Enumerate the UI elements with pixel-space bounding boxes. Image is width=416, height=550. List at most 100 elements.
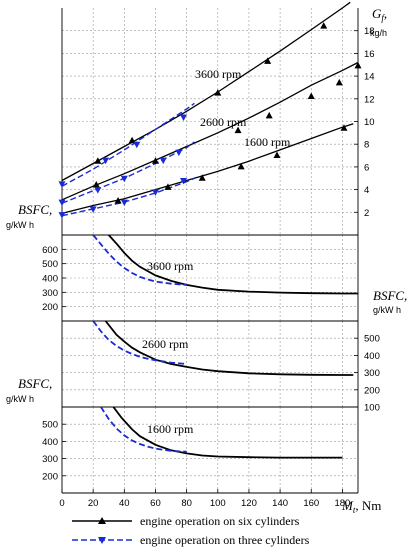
gf-marker-six: [151, 157, 159, 164]
legend-three-marker: [98, 537, 106, 544]
x-tick-label: 100: [210, 498, 226, 509]
gf-curve-3600-rpm-three: [61, 102, 195, 187]
bsfc-unit-3600: g/kW h: [6, 220, 34, 230]
gf-marker-six: [354, 61, 362, 69]
bsfc_3600-y-tick-label: 600: [42, 245, 58, 256]
bsfc_1600-y-tick-label: 300: [42, 454, 58, 465]
gf-marker-three: [133, 141, 141, 149]
gf-marker-six: [128, 136, 136, 144]
bsfc-unit-1600: g/kW h: [6, 394, 34, 404]
x-tick-label: 20: [88, 498, 99, 509]
gf-marker-three: [151, 189, 159, 196]
x-tick-label: 120: [241, 498, 257, 509]
gf-annotation: 2600 rpm: [200, 115, 247, 129]
bsfc_2600-y-tick-label: 500: [364, 334, 380, 345]
gf-marker-six: [94, 157, 102, 164]
gf-marker-three: [175, 149, 183, 157]
bsfc_3600-y-tick-label: 300: [42, 288, 58, 299]
gf-y-tick-label: 8: [364, 140, 369, 151]
bsfc-label-2600: BSFC,: [373, 288, 407, 303]
gf-marker-three: [58, 199, 66, 207]
gf-marker-three: [180, 114, 188, 121]
bsfc-label-3600: BSFC,: [18, 202, 52, 217]
bsfc_2600-curve-six: [104, 321, 354, 376]
bsfc_3600-y-tick-label: 400: [42, 274, 58, 285]
x-tick-label: 80: [181, 498, 192, 509]
gf-y-tick-label: 12: [364, 94, 375, 105]
gf-marker-six: [164, 183, 172, 190]
gf-marker-six: [340, 124, 348, 131]
gf-marker-three: [58, 212, 66, 219]
gf-curve-2600-rpm-six: [61, 61, 359, 201]
gf-marker-three: [120, 175, 128, 183]
gf-curve-1600-rpm-three: [61, 177, 195, 217]
x-tick-label: 60: [150, 498, 161, 509]
bsfc_2600-y-tick-label: 200: [364, 385, 380, 396]
gf-y-tick-label: 10: [364, 117, 375, 128]
bsfc-label-1600: BSFC,: [18, 376, 52, 391]
gf-curve-1600-rpm-six: [61, 123, 354, 215]
gf-marker-three: [120, 199, 128, 207]
gf-marker-three: [89, 206, 97, 213]
bsfc_2600-curve-three: [92, 321, 187, 365]
gf-marker-three: [159, 157, 167, 165]
gf-curve-3600-rpm-six: [61, 1, 351, 182]
bsfc_1600-annotation: 1600 rpm: [147, 422, 194, 436]
x-tick-label: 0: [59, 498, 64, 509]
gf-marker-six: [307, 92, 315, 100]
gf-marker-six: [320, 22, 328, 29]
gf-marker-six: [265, 111, 273, 119]
gf-marker-six: [335, 78, 343, 86]
x-tick-label: 40: [119, 498, 130, 509]
gf-marker-six: [92, 181, 100, 188]
bsfc_3600-annotation: 3600 rpm: [147, 259, 194, 273]
gf-y-tick-label: 14: [364, 72, 375, 83]
gf-y-tick-label: 2: [364, 208, 369, 219]
gf-marker-six: [264, 57, 272, 64]
gf-marker-six: [114, 196, 122, 204]
bsfc_1600-y-tick-label: 500: [42, 420, 58, 431]
bsfc_3600-y-tick-label: 200: [42, 302, 58, 313]
bsfc_2600-y-tick-label: 100: [364, 403, 380, 414]
bsfc-unit-2600: g/kW h: [373, 305, 401, 315]
gf-marker-three: [102, 157, 110, 165]
gf-marker-three: [58, 181, 66, 188]
gf-marker-six: [237, 162, 245, 170]
bsfc_2600-y-tick-label: 300: [364, 368, 380, 379]
gf-curve-2600-rpm-three: [61, 141, 195, 204]
bsfc_2600-y-tick-label: 400: [364, 351, 380, 362]
x-tick-label: 180: [334, 498, 350, 509]
bsfc_1600-curve-six: [112, 407, 343, 459]
bsfc_2600-annotation: 2600 rpm: [142, 337, 189, 351]
legend-six-marker: [98, 517, 106, 524]
tick-layer: 2468101214161820030040050060010020030040…: [42, 26, 380, 509]
legend: engine operation on six cylinders engine…: [72, 514, 310, 547]
mt-axis-label: Mt, Nm: [341, 498, 381, 515]
gf-axis-unit: kg/h: [370, 28, 387, 38]
gf-y-tick-label: 18: [364, 26, 375, 37]
gf-marker-six: [273, 151, 281, 159]
x-tick-label: 140: [272, 498, 288, 509]
gf-axis-label: Gf,: [372, 6, 387, 23]
gf-y-tick-label: 4: [364, 185, 369, 196]
gf-marker-six: [214, 89, 222, 96]
gf-y-tick-label: 16: [364, 49, 375, 60]
bsfc_1600-y-tick-label: 200: [42, 471, 58, 482]
gf-marker-three: [180, 178, 188, 185]
gf-y-tick-label: 6: [364, 162, 369, 173]
legend-six-label: engine operation on six cylinders: [140, 514, 300, 528]
gf-annotation: 1600 rpm: [244, 135, 291, 149]
note-layer: 3600 rpm 2600 rpm 1600 rpm 3600 rpm 2600 rpm…: [142, 67, 291, 436]
marker-layer: [58, 22, 362, 219]
bsfc_1600-y-tick-label: 400: [42, 437, 58, 448]
bsfc_3600-curve-three: [92, 235, 187, 286]
bsfc_3600-y-tick-label: 500: [42, 259, 58, 270]
legend-three-label: engine operation on three cylinders: [140, 533, 310, 547]
gf-marker-three: [94, 187, 102, 194]
gf-annotation: 3600 rpm: [195, 67, 242, 81]
x-tick-label: 160: [303, 498, 319, 509]
gf-marker-six: [198, 174, 206, 181]
gf-marker-six: [234, 126, 242, 134]
grid-layer: [61, 8, 358, 493]
